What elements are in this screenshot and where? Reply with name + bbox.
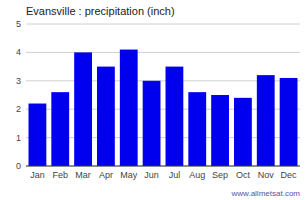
x-tick-label: Jul (169, 170, 181, 180)
x-tick-label: Jun (144, 170, 159, 180)
x-tick-label: Aug (189, 170, 205, 180)
bar (51, 92, 69, 166)
grid-line (26, 166, 300, 167)
x-tick-label: Sep (212, 170, 228, 180)
x-tick-label: Apr (99, 170, 113, 180)
bar (120, 50, 138, 166)
y-tick-label: 2 (16, 104, 21, 114)
bar (257, 75, 275, 166)
bar (166, 67, 184, 166)
grid-line (26, 24, 300, 25)
bars (29, 50, 298, 166)
x-tick-label: Oct (236, 170, 251, 180)
x-tick-label: Dec (281, 170, 298, 180)
x-tick-label: Feb (52, 170, 68, 180)
bar (29, 104, 47, 166)
grid-line (26, 52, 300, 53)
x-tick-label: Jan (30, 170, 45, 180)
y-tick-label: 1 (16, 133, 21, 143)
chart-container: Evansville : precipitation (inch) 0 1 2 3 4 5 J… (0, 0, 306, 200)
x-axis-line (26, 166, 300, 167)
bar (97, 67, 115, 166)
bar (211, 95, 229, 166)
bar (280, 78, 298, 166)
chart-svg: Evansville : precipitation (inch) 0 1 2 3 4 5 J… (0, 0, 306, 200)
bar (143, 81, 161, 166)
bar (74, 52, 92, 166)
bar (188, 92, 206, 166)
bar (234, 98, 252, 166)
x-tick-label: May (120, 170, 138, 180)
x-tick-label: Mar (75, 170, 91, 180)
x-tick-label: Nov (258, 170, 275, 180)
watermark: www.allmetsat.com (231, 189, 301, 198)
title: Evansville : precipitation (inch) (26, 5, 175, 17)
y-tick-label: 4 (16, 47, 21, 57)
y-tick-label: 0 (16, 161, 21, 171)
y-tick-label: 3 (16, 76, 21, 86)
y-tick-label: 5 (16, 19, 21, 29)
